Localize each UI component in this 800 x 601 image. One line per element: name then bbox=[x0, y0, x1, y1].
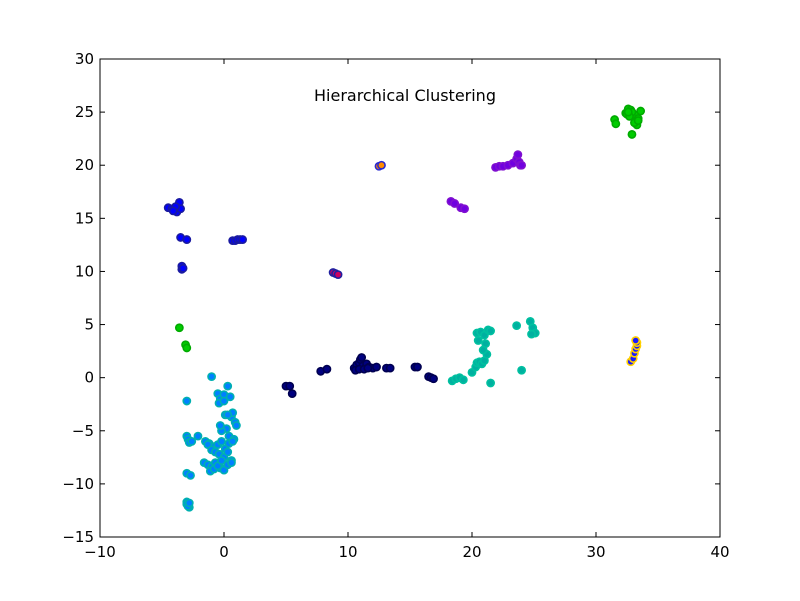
y-tick-label: 20 bbox=[75, 156, 94, 174]
scatter-point bbox=[357, 353, 367, 362]
scatter-point bbox=[385, 363, 395, 373]
scatter-point bbox=[223, 381, 233, 391]
scatter-point bbox=[228, 436, 238, 446]
points-layer bbox=[163, 104, 646, 512]
scatter-point bbox=[460, 204, 469, 214]
scatter-point bbox=[215, 421, 225, 430]
y-tick-label: 30 bbox=[75, 50, 94, 68]
scatter-point bbox=[182, 343, 192, 353]
scatter-point bbox=[219, 396, 229, 406]
scatter-point bbox=[486, 326, 495, 336]
scatter-point bbox=[636, 106, 646, 116]
scatter-point bbox=[512, 321, 522, 331]
scatter-point bbox=[486, 378, 495, 388]
y-tick-label: 5 bbox=[84, 316, 94, 334]
y-tick-label: 10 bbox=[75, 262, 94, 280]
scatter-point bbox=[333, 270, 343, 280]
scatter-point bbox=[287, 389, 297, 398]
x-tick-label: 30 bbox=[586, 543, 605, 561]
scatter-point bbox=[187, 436, 197, 446]
scatter-point bbox=[473, 336, 483, 345]
scatter-point bbox=[517, 365, 526, 375]
scatter-point bbox=[217, 456, 226, 465]
scatter-point bbox=[377, 160, 386, 170]
scatter-point bbox=[217, 436, 226, 446]
scatter-point bbox=[429, 374, 438, 384]
x-tick-label: 20 bbox=[462, 543, 481, 561]
scatter-point bbox=[223, 410, 233, 420]
plot-frame bbox=[99, 58, 721, 538]
x-tick-label: 0 bbox=[219, 543, 229, 561]
scatter-point bbox=[168, 206, 178, 216]
scatter-point bbox=[611, 119, 621, 129]
y-tick-label: −10 bbox=[62, 475, 94, 493]
scatter-point bbox=[285, 381, 295, 391]
scatter-point bbox=[174, 323, 184, 333]
scatter-point bbox=[182, 235, 192, 244]
scatter-point bbox=[623, 107, 633, 117]
scatter-point bbox=[227, 458, 236, 468]
scatter-point bbox=[633, 116, 643, 126]
scatter-point bbox=[627, 130, 637, 139]
x-tick-label: 40 bbox=[710, 543, 729, 561]
scatter-point bbox=[458, 375, 468, 385]
scatter-point bbox=[178, 263, 188, 273]
scatter-point bbox=[186, 470, 195, 480]
scatter-point bbox=[513, 150, 523, 159]
y-tick-label: 15 bbox=[75, 209, 94, 227]
scatter-point bbox=[225, 392, 235, 402]
y-tick-label: 0 bbox=[84, 369, 94, 387]
scatter-point bbox=[223, 447, 233, 457]
chart-title: Hierarchical Clustering bbox=[314, 86, 496, 105]
scatter-point bbox=[182, 396, 192, 406]
scatter-point bbox=[372, 362, 381, 372]
x-tick-label: 10 bbox=[338, 543, 357, 561]
y-tick-label: 25 bbox=[75, 103, 94, 121]
scatter-point bbox=[193, 431, 203, 441]
scatter-point bbox=[363, 363, 373, 373]
y-tick-label: −5 bbox=[72, 422, 94, 440]
scatter-point bbox=[413, 362, 422, 372]
scatter-point bbox=[450, 199, 460, 208]
scatter-point bbox=[527, 329, 536, 339]
scatter-point bbox=[184, 498, 194, 508]
scatter-point bbox=[517, 160, 526, 170]
scatter-point bbox=[231, 421, 241, 430]
scatter-point bbox=[322, 364, 332, 374]
scatter-point bbox=[207, 372, 216, 381]
x-tick-label: −10 bbox=[84, 543, 116, 561]
scatter-point bbox=[238, 235, 247, 244]
scatter-point bbox=[478, 345, 488, 355]
y-tick-label: −15 bbox=[62, 528, 94, 546]
scatter-point bbox=[631, 336, 641, 345]
